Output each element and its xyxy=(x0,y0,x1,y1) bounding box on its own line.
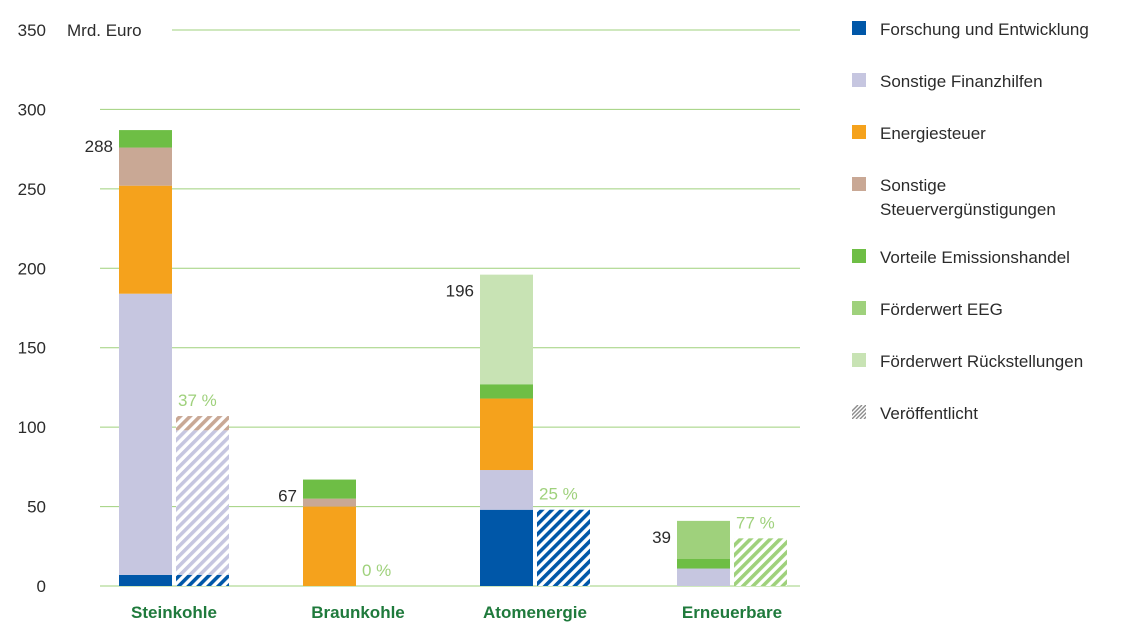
bar-segment xyxy=(119,130,172,148)
legend-swatch xyxy=(852,249,866,263)
legend-item: Energiesteuer xyxy=(852,122,1142,146)
legend-label: Förderwert EEG xyxy=(880,300,1003,319)
published-percent-label: 37 % xyxy=(178,391,217,410)
legend-label: Sonstige Steuervergünstigungen xyxy=(880,176,1056,219)
y-tick-label: 150 xyxy=(18,339,46,358)
legend-swatch xyxy=(852,21,866,35)
published-percent-label: 0 % xyxy=(362,561,391,580)
bar-segment xyxy=(480,398,533,471)
bar-segment xyxy=(303,479,356,499)
legend-label: Förderwert Rückstellungen xyxy=(880,352,1084,371)
y-tick-label: 50 xyxy=(27,498,46,517)
legend-item: Sonstige Steuervergünstigungen xyxy=(852,174,1142,222)
bar-segment xyxy=(480,274,533,385)
bar-segment xyxy=(119,185,172,294)
legend-item: Sonstige Finanzhilfen xyxy=(852,70,1142,94)
legend-label: Sonstige Finanzhilfen xyxy=(880,72,1043,91)
legend-swatch xyxy=(852,73,866,87)
total-label: 39 xyxy=(652,528,671,547)
y-tick-label: 350 xyxy=(18,21,46,40)
published-bar-segment xyxy=(176,574,229,586)
legend-item: Forschung und Entwicklung xyxy=(852,18,1142,42)
bar-segment xyxy=(677,558,730,569)
category-label: Steinkohle xyxy=(131,603,217,622)
bar-segment xyxy=(303,506,356,586)
hatch-icon xyxy=(852,405,866,419)
published-percent-label: 77 % xyxy=(736,513,775,532)
legend: Forschung und Entwicklung Sonstige Finanz… xyxy=(852,18,1142,426)
legend-item: Förderwert EEG xyxy=(852,298,1142,322)
legend-swatch xyxy=(852,301,866,315)
y-tick-label: 250 xyxy=(18,180,46,199)
legend-label: Vorteile Emissionshandel xyxy=(880,248,1070,267)
bar-segment xyxy=(119,147,172,186)
bar-segment xyxy=(119,293,172,575)
legend-swatch xyxy=(852,125,866,139)
legend-label: Veröffentlicht xyxy=(880,404,978,423)
legend-label: Energiesteuer xyxy=(880,124,986,143)
bar-segment xyxy=(119,574,172,586)
y-tick-label: 300 xyxy=(18,100,46,119)
y-tick-label: 200 xyxy=(18,259,46,278)
published-bar-segment xyxy=(176,430,229,575)
published-bar-segment xyxy=(176,416,229,431)
legend-swatch xyxy=(852,353,866,367)
published-bar-segment xyxy=(734,538,787,586)
bar-segment xyxy=(480,470,533,510)
bar-segment xyxy=(480,509,533,586)
total-label: 67 xyxy=(278,487,297,506)
bar-segment xyxy=(480,384,533,399)
published-percent-label: 25 % xyxy=(539,485,578,504)
y-tick-label: 0 xyxy=(37,577,46,596)
legend-item: Förderwert Rückstellungen xyxy=(852,350,1142,374)
unit-label: Mrd. Euro xyxy=(67,21,142,40)
bar-segment xyxy=(303,498,356,507)
total-label: 196 xyxy=(446,282,474,301)
published-bar-segment xyxy=(537,509,590,586)
legend-item-published: Veröffentlicht xyxy=(852,402,1142,426)
bar-segment xyxy=(677,568,730,586)
legend-swatch xyxy=(852,177,866,191)
category-label: Erneuerbare xyxy=(682,603,782,622)
legend-label: Forschung und Entwicklung xyxy=(880,20,1089,39)
category-label: Atomenergie xyxy=(483,603,587,622)
bar-segment xyxy=(677,520,730,559)
total-label: 288 xyxy=(85,137,113,156)
y-tick-label: 100 xyxy=(18,418,46,437)
legend-item: Vorteile Emissionshandel xyxy=(852,246,1142,270)
category-label: Braunkohle xyxy=(311,603,405,622)
